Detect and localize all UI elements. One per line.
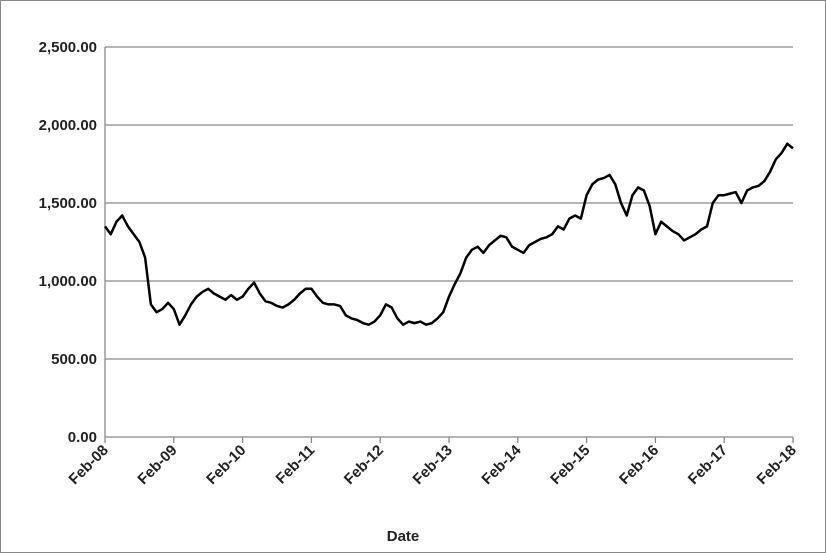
y-tick-label: 1,000.00: [39, 273, 97, 290]
y-tick-label: 2,500.00: [39, 39, 97, 56]
line-series: [103, 142, 794, 326]
x-axis-label: Date: [387, 528, 420, 545]
y-tick-label: 1,500.00: [39, 195, 97, 212]
y-tick-label: 2,000.00: [39, 117, 97, 134]
y-tick-label: 0.00: [68, 429, 97, 446]
y-tick-label: 500.00: [51, 351, 97, 368]
